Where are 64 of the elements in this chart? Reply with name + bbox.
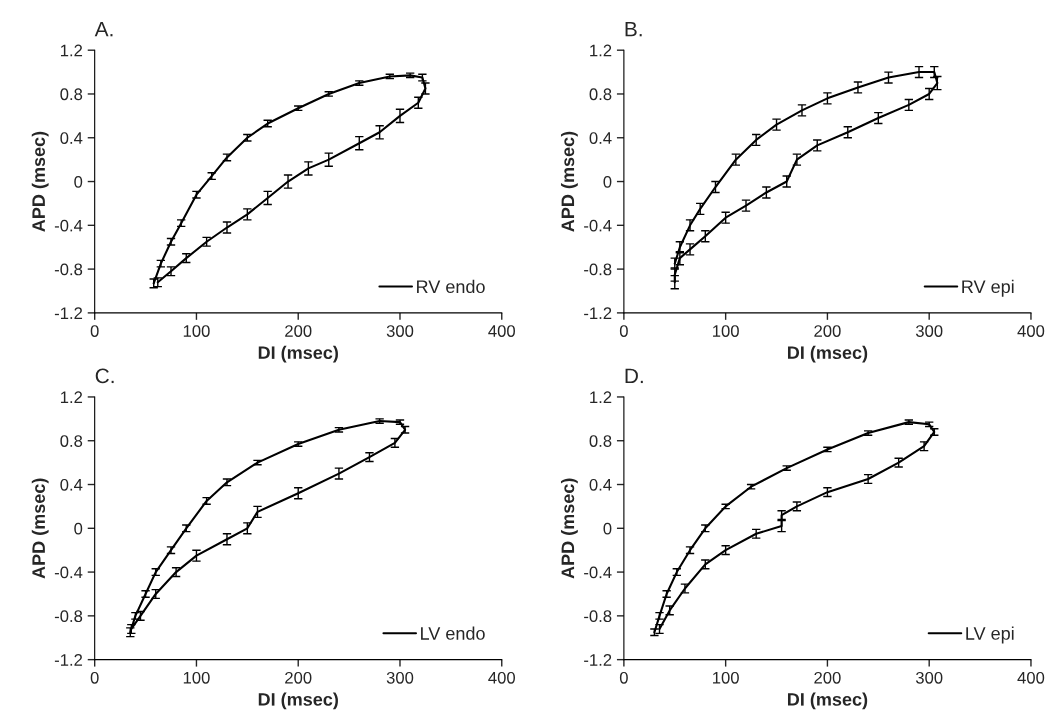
x-tick-label: 200: [285, 671, 312, 684]
chart-title: B.: [625, 21, 642, 37]
chart-title: C.: [95, 368, 114, 384]
y-tick-label: 1.2: [60, 391, 83, 403]
x-tick-label: 400: [1017, 671, 1045, 684]
x-tick-label: 300: [386, 325, 414, 337]
x-tick-label: 200: [285, 325, 312, 337]
y-tick-label: -1.2: [54, 654, 83, 666]
y-tick-label: -0.4: [584, 219, 612, 232]
legend-label: RV epi: [962, 279, 1014, 297]
y-tick-label: -0.8: [54, 263, 83, 276]
x-tick-label: 0: [90, 325, 99, 337]
y-tick-label: 1.2: [60, 44, 83, 57]
y-tick-label: 0: [74, 522, 83, 535]
y-tick-label: 1.2: [590, 44, 612, 57]
x-tick-label: 400: [1017, 325, 1045, 337]
legend-label: LV epi: [966, 626, 1014, 644]
x-tick-label: 100: [713, 325, 739, 337]
legend-label: RV endo: [417, 279, 485, 294]
x-tick-label: 400: [488, 671, 516, 684]
x-tick-label: 300: [915, 325, 943, 337]
y-tick-label: 0.4: [589, 478, 612, 491]
y-tick-label: -0.4: [54, 219, 83, 232]
x-tick-label: 300: [386, 671, 414, 684]
y-tick-label: -1.2: [584, 654, 612, 666]
x-tick-label: 400: [488, 325, 516, 337]
x-axis-title: DI (msec): [787, 345, 868, 363]
y-tick-label: 0.8: [60, 435, 83, 447]
x-axis-title: DI (msec): [258, 345, 338, 363]
x-tick-label: 0: [619, 671, 628, 684]
y-axis-title: APD (msec): [560, 131, 578, 232]
y-tick-label: 0.4: [589, 132, 612, 144]
x-tick-label: 300: [915, 671, 943, 684]
y-axis-title: APD (msec): [560, 478, 578, 579]
chart-title: A.: [94, 21, 113, 37]
y-tick-label: -0.8: [54, 610, 83, 623]
legend-label: LV endo: [421, 626, 485, 640]
y-tick-label: -1.2: [54, 307, 83, 319]
y-tick-label: 0.8: [589, 435, 612, 447]
x-tick-label: 100: [713, 671, 739, 684]
y-tick-label: -0.4: [54, 566, 83, 579]
x-tick-label: 0: [619, 325, 628, 337]
x-axis-title: DI (msec): [787, 692, 868, 710]
x-tick-label: 100: [183, 671, 210, 684]
y-axis-title: APD (msec): [31, 478, 49, 579]
y-tick-label: 0.8: [60, 88, 83, 101]
y-tick-label: 0: [603, 175, 612, 188]
y-tick-label: -0.8: [584, 263, 612, 276]
y-tick-label: 0.8: [589, 88, 612, 101]
y-tick-label: -0.8: [584, 610, 612, 623]
y-tick-label: 1.2: [590, 391, 612, 403]
y-axis-title: APD (msec): [31, 131, 49, 232]
x-axis-title: DI (msec): [258, 692, 338, 710]
y-tick-label: 0: [603, 522, 612, 535]
y-tick-label: -1.2: [584, 307, 612, 319]
x-tick-label: 0: [90, 671, 99, 684]
y-tick-label: 0.4: [60, 132, 83, 144]
chart-title: D.: [625, 368, 643, 384]
x-tick-label: 200: [814, 671, 841, 684]
x-tick-label: 100: [183, 325, 210, 337]
y-tick-label: 0: [74, 175, 83, 188]
y-tick-label: 0.4: [60, 478, 83, 491]
y-tick-label: -0.4: [584, 566, 612, 579]
x-tick-label: 200: [814, 325, 841, 337]
